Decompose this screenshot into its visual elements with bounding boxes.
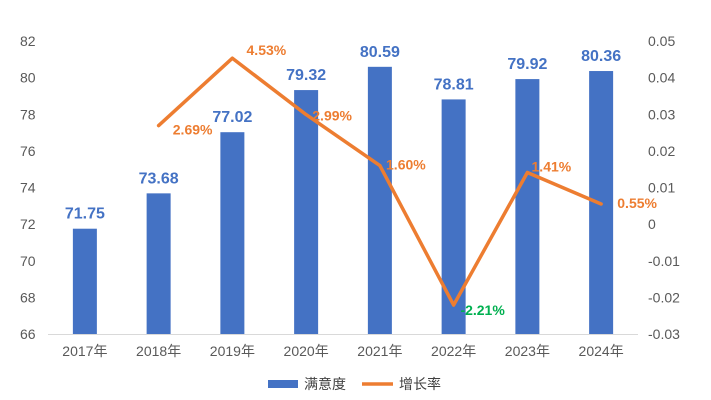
growth-rate-point	[452, 303, 456, 307]
y-left-tick-label: 68	[20, 289, 36, 305]
line-series-group	[156, 56, 603, 307]
growth-rate-point	[304, 113, 308, 117]
y-right-tick-label: 0	[648, 216, 656, 232]
y-left-tick-label: 70	[20, 253, 36, 269]
x-tick-label: 2019年	[210, 343, 255, 359]
y-right-tick-label: -0.01	[648, 253, 680, 269]
growth-rate-point	[599, 202, 603, 206]
growth-rate-label: 2.69%	[173, 122, 213, 138]
x-tick-label: 2022年	[431, 343, 476, 359]
growth-rate-point	[525, 170, 529, 174]
y-left-tick-label: 82	[20, 33, 36, 49]
y-left-tick-label: 80	[20, 70, 36, 86]
legend-bar-label: 满意度	[304, 376, 346, 392]
bar-value-label: 80.59	[360, 44, 400, 61]
y-right-tick-label: -0.02	[648, 289, 680, 305]
bar	[515, 79, 540, 334]
bar-value-label: 78.81	[434, 76, 474, 93]
bar	[220, 132, 245, 334]
bar-value-label: 73.68	[139, 170, 179, 187]
y-left-tick-label: 66	[20, 326, 36, 342]
bar-value-label: 80.36	[581, 48, 621, 65]
data-labels-group: 71.75 73.68 77.02 79.32 80.59 78.81 79.92 80.36…	[65, 42, 658, 318]
x-tick-label: 2020年	[284, 343, 329, 359]
growth-rate-label: 2.99%	[312, 108, 352, 124]
bar-series-group	[72, 66, 614, 335]
bar-value-label: 79.32	[286, 67, 326, 84]
legend-bar-swatch	[268, 380, 298, 388]
bar-value-label: 71.75	[65, 206, 105, 223]
y-right-tick-label: 0.04	[648, 70, 675, 86]
y-right-tick-label: 0.05	[648, 33, 675, 49]
legend: 满意度 增长率	[268, 376, 441, 392]
bar-value-label: 77.02	[212, 109, 252, 126]
legend-line-label: 增长率	[399, 376, 441, 392]
growth-rate-point	[230, 56, 234, 60]
y-right-tick-label: 0.03	[648, 106, 675, 122]
growth-rate-label: 1.41%	[532, 158, 572, 174]
bar	[72, 228, 97, 334]
growth-rate-point	[378, 164, 382, 168]
bar	[367, 66, 392, 335]
growth-rate-label: 0.55%	[617, 195, 657, 211]
growth-rate-label: 1.60%	[386, 157, 426, 173]
y-left-tick-label: 78	[20, 106, 36, 122]
y-right-tick-label: 0.01	[648, 180, 675, 196]
bar	[441, 99, 466, 335]
x-tick-label: 2024年	[579, 343, 624, 359]
y-left-tick-label: 76	[20, 143, 36, 159]
y-right-tick-label: 0.02	[648, 143, 675, 159]
y-left-tick-label: 72	[20, 216, 36, 232]
x-tick-label: 2017年	[62, 343, 107, 359]
axes-group: 666870727476788082-0.03-0.02-0.0100.010.…	[20, 33, 680, 359]
growth-rate-point	[157, 124, 161, 128]
x-tick-label: 2023年	[505, 343, 550, 359]
x-tick-label: 2021年	[357, 343, 402, 359]
y-left-tick-label: 74	[20, 180, 36, 196]
growth-rate-label: -2.21%	[460, 302, 505, 318]
bar	[294, 90, 319, 334]
bar-value-label: 79.92	[507, 56, 547, 73]
growth-rate-label: 4.53%	[247, 42, 287, 58]
x-tick-label: 2018年	[136, 343, 181, 359]
bar	[146, 193, 171, 334]
y-right-tick-label: -0.03	[648, 326, 680, 342]
